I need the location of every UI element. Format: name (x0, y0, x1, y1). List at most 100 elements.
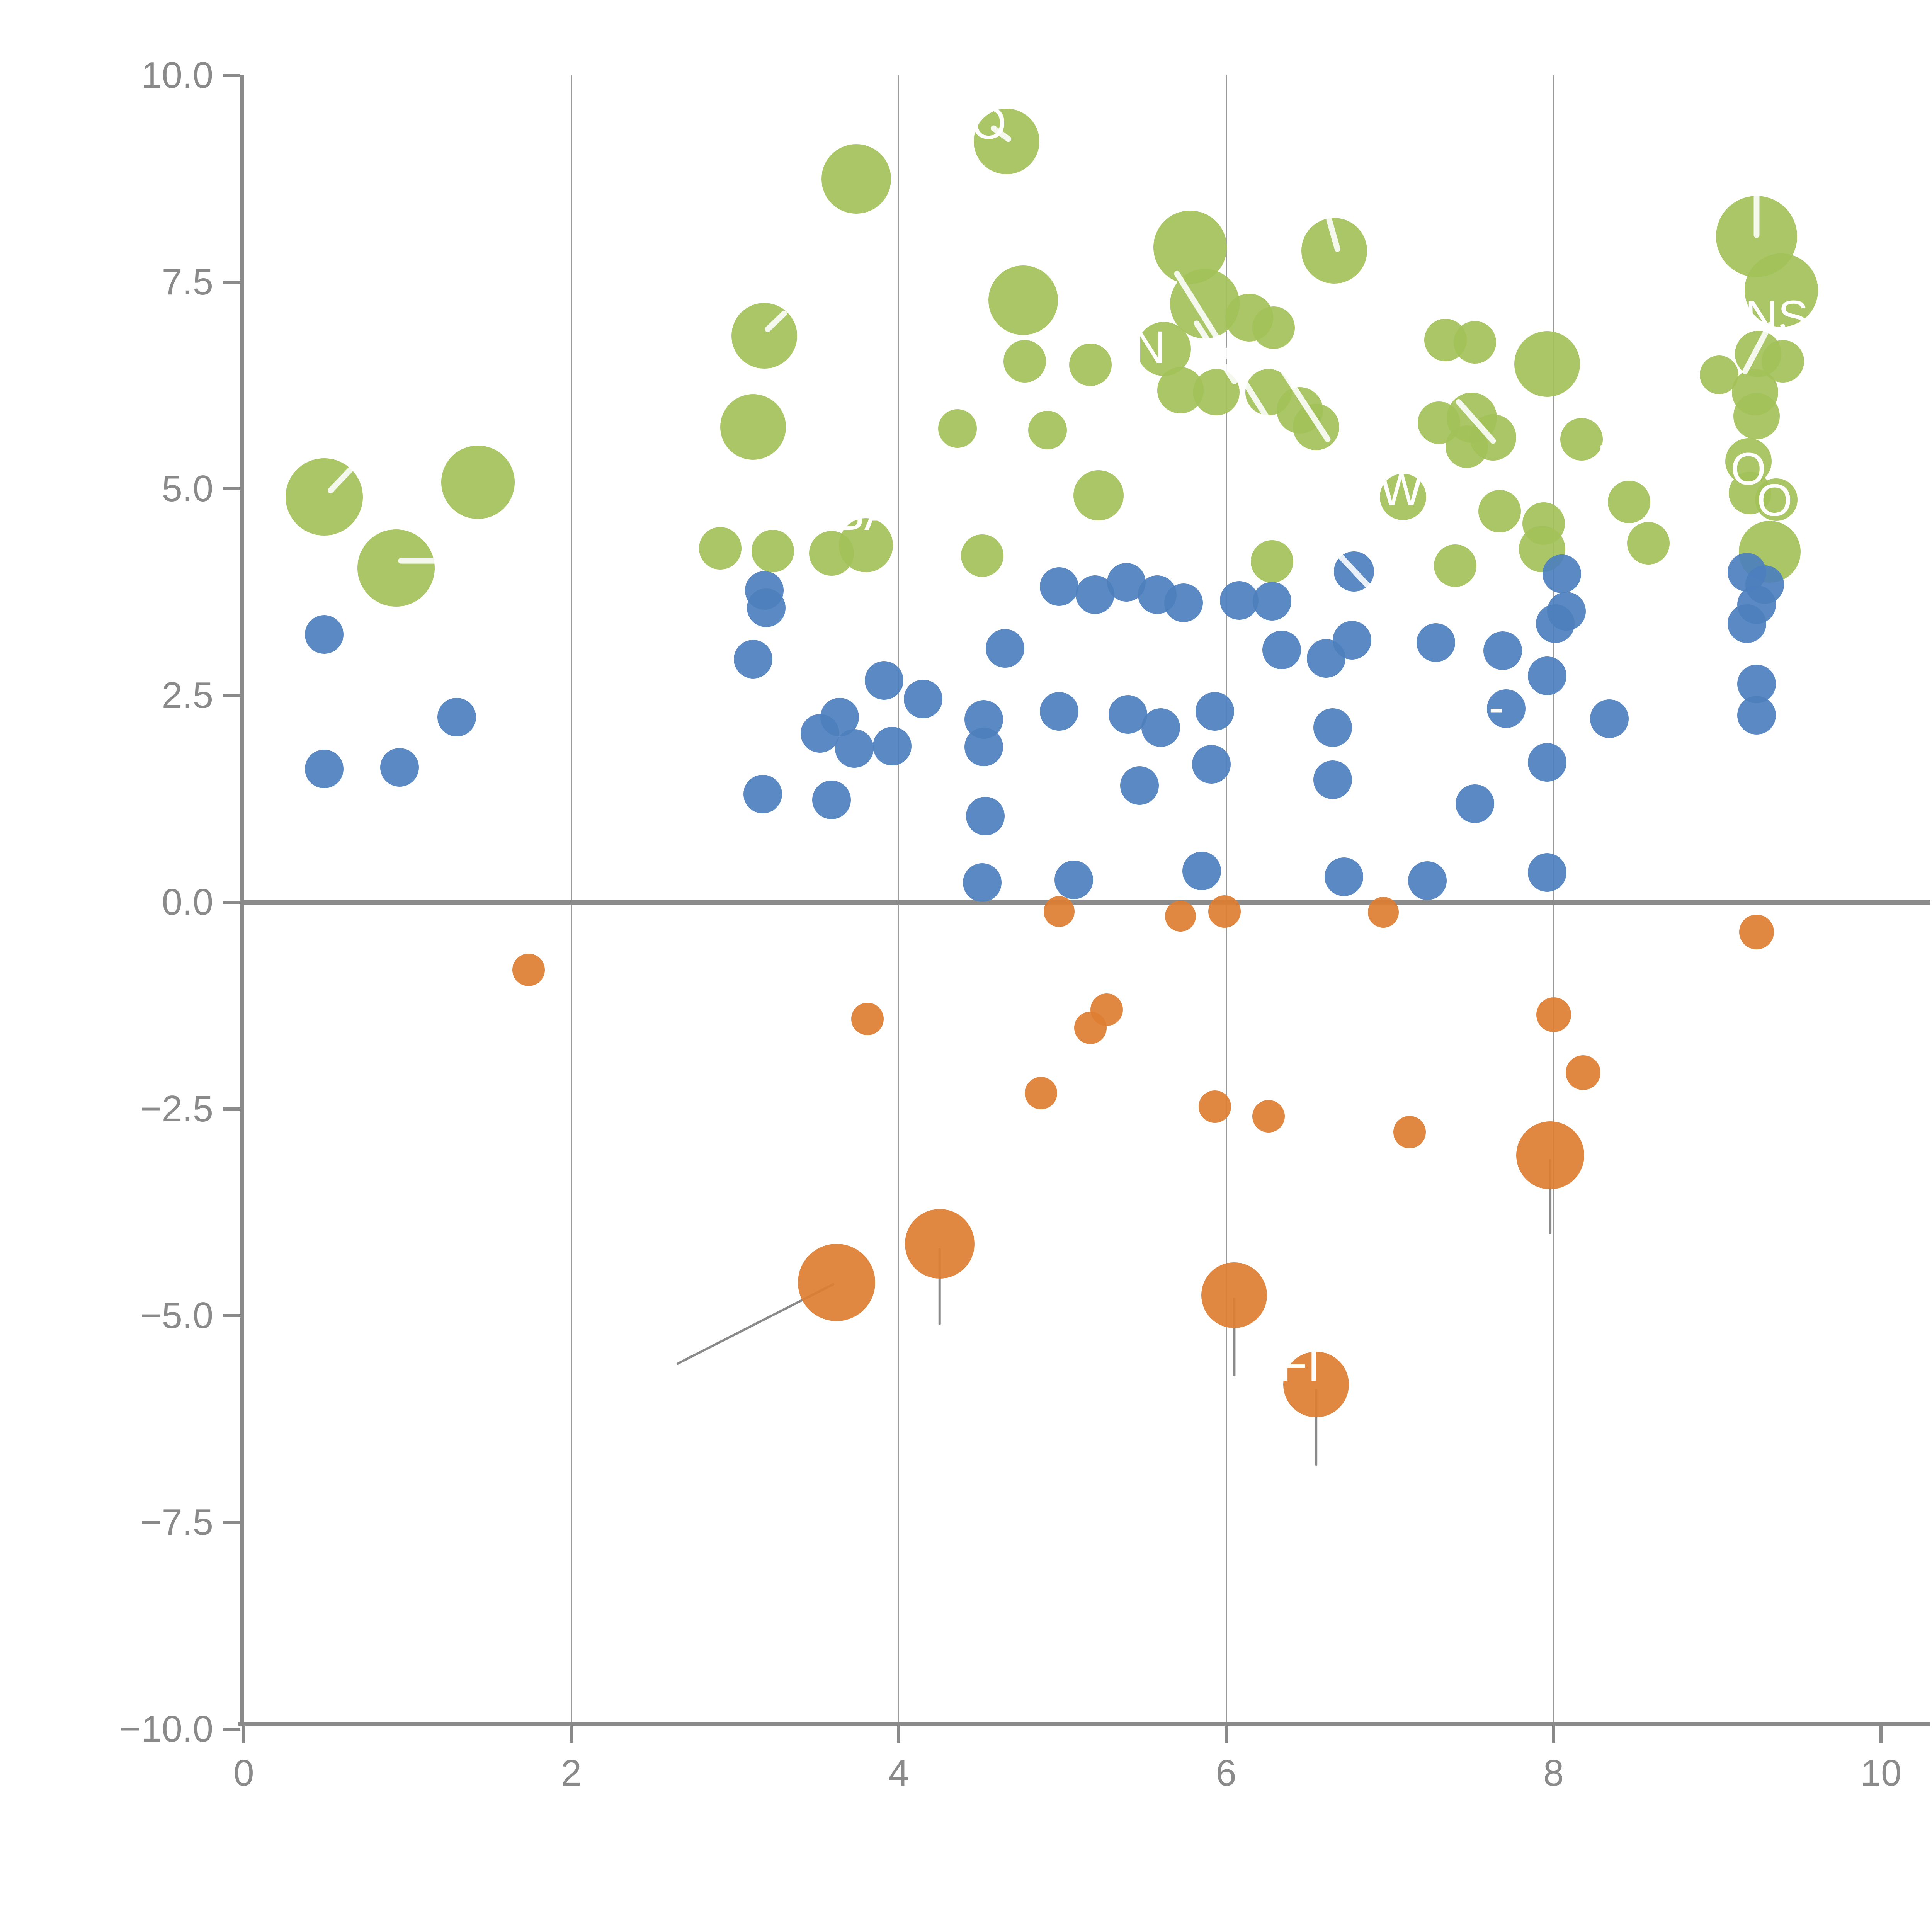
green-bubble-38 (1478, 490, 1521, 532)
blue-bubble-3 (437, 697, 476, 736)
y-tick-7.5 (223, 281, 240, 284)
white-leader-line (1742, 322, 1773, 374)
blue-bubble-24 (1164, 583, 1203, 622)
green-bubble-31 (1454, 321, 1497, 364)
green-bubble-45 (1699, 355, 1738, 394)
x-tick-label-2: 2 (561, 1752, 582, 1794)
green-bubble-9 (1069, 344, 1112, 386)
x-tick-label-0: 0 (233, 1752, 254, 1794)
blue-bubble-49 (1590, 699, 1629, 738)
green-bubble-18 (1250, 540, 1293, 583)
green-bubble-37 (1560, 418, 1603, 461)
green-bubble-16 (839, 518, 893, 572)
blue-bubble-14 (872, 726, 912, 765)
label-fragment-7: FI (1279, 1340, 1320, 1391)
blue-bubble-7 (743, 774, 782, 813)
blue-bubble-5 (747, 588, 786, 628)
green-bubble-12 (1073, 470, 1124, 521)
y-axis-spine (240, 75, 244, 1726)
green-bubble-7 (988, 265, 1058, 335)
blue-bubble-8 (812, 780, 851, 819)
green-bubble-17 (961, 534, 1003, 577)
green-bubble-13 (699, 527, 742, 570)
y-tick-label-2.5: 2.5 (162, 675, 213, 716)
x-tick-10 (1879, 1726, 1883, 1743)
blue-bubble-31 (1040, 692, 1079, 731)
label-fragment-6: O (1757, 474, 1793, 526)
y-tick-label-−7.5: −7.5 (140, 1502, 213, 1543)
white-leader-line (765, 310, 787, 332)
y-tick-label-7.5: 7.5 (162, 261, 213, 303)
orange-bubble-16 (905, 1209, 975, 1279)
orange-bubble-0 (512, 954, 545, 986)
blue-bubble-20 (1040, 567, 1079, 606)
y-tick-label-−5.0: −5.0 (140, 1295, 213, 1336)
label-fragment-3: W (1379, 464, 1423, 515)
blue-bubble-13 (835, 729, 874, 768)
green-bubble-5 (821, 144, 891, 214)
blue-bubble-50 (1527, 743, 1566, 782)
green-bubble-23 (1137, 322, 1191, 376)
orange-bubble-8 (1536, 997, 1571, 1032)
x-axis-spine (238, 1722, 1930, 1726)
white-leader-line (1174, 271, 1278, 434)
blue-bubble-15 (986, 629, 1025, 668)
blue-bubble-26 (1252, 582, 1291, 621)
y-tick-5.0 (223, 487, 240, 490)
green-bubble-52 (1379, 474, 1426, 520)
green-bubble-2 (357, 529, 435, 607)
blue-bubble-6 (733, 639, 772, 679)
x-tick-4 (897, 1726, 900, 1743)
blue-bubble-38 (1313, 760, 1352, 799)
orange-bubble-12 (1208, 895, 1241, 928)
blue-bubble-57 (1727, 604, 1766, 643)
blue-bubble-11 (904, 679, 943, 718)
y-tick-−2.5 (223, 1107, 240, 1111)
green-bubble-36 (1446, 425, 1488, 468)
y-tick-−7.5 (223, 1521, 240, 1524)
orange-bubble-9 (1565, 1055, 1600, 1090)
white-leader-line (1280, 368, 1331, 442)
orange-bubble-17 (1516, 1121, 1585, 1189)
blue-bubble-36 (1192, 745, 1231, 784)
label-fragment-5: O (1730, 443, 1766, 495)
y-tick-label-−10.0: −10.0 (119, 1708, 213, 1750)
gridline-x-4 (898, 75, 900, 1722)
blue-bubble-48 (1486, 689, 1526, 728)
blue-bubble-19 (963, 863, 1002, 902)
blue-bubble-46 (1536, 604, 1575, 643)
label-fragment-2: BA (834, 489, 895, 540)
orange-bubble-19 (1283, 1351, 1349, 1417)
blue-bubble-35 (1195, 692, 1234, 731)
green-bubble-50 (1755, 478, 1798, 521)
orange-bubble-10 (1044, 896, 1075, 927)
orange-bubble-7 (1393, 1116, 1426, 1148)
blue-bubble-32 (1108, 695, 1147, 734)
green-bubble-26 (1252, 306, 1295, 349)
white-leader-line (1338, 553, 1372, 590)
green-bubble-42 (1744, 253, 1818, 327)
y-tick-label-10.0: 10.0 (141, 54, 213, 96)
y-tick-−10.0 (223, 1728, 240, 1731)
white-leader-line (1326, 217, 1340, 252)
gridline-x-2 (570, 75, 572, 1722)
y-tick-10.0 (223, 74, 240, 77)
x-tick-8 (1552, 1726, 1555, 1743)
blue-bubble-10 (864, 661, 903, 700)
green-bubble-55 (1627, 522, 1670, 565)
y-tick-0.0 (223, 901, 240, 904)
blue-bubble-1 (304, 750, 344, 789)
blue-bubble-2 (380, 748, 419, 787)
blue-bubble-33 (1141, 708, 1180, 747)
orange-bubble-1 (851, 1002, 884, 1035)
white-leader-line (1456, 399, 1496, 444)
label-fragment-4: ENS (1714, 291, 1809, 342)
blue-bubble-55 (1727, 553, 1766, 592)
white-leader-line (328, 467, 353, 493)
blue-bubble-53 (1408, 861, 1447, 900)
x-tick-6 (1225, 1726, 1228, 1743)
blue-bubble-44 (1542, 554, 1581, 594)
x-tick-2 (570, 1726, 573, 1743)
